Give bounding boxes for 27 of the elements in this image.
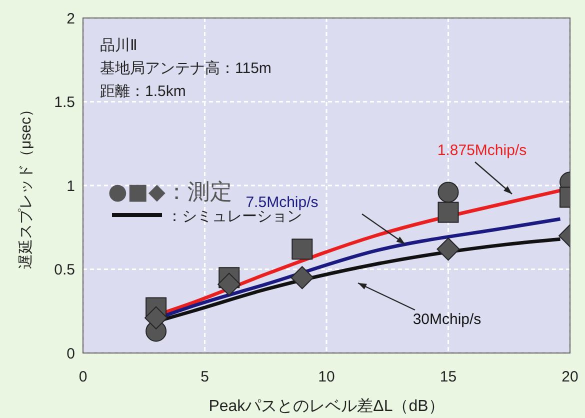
annotation: 距離：1.5km [100, 83, 186, 100]
annotation: 品川Ⅱ [100, 37, 138, 54]
point [144, 306, 168, 330]
x-tick-label: 5 [200, 368, 209, 386]
annotation: ：シミュレーション [167, 208, 302, 225]
point [290, 266, 314, 290]
y-tick-label: 0.5 [54, 262, 75, 279]
point [438, 202, 459, 223]
x-tick-label: 15 [440, 368, 457, 386]
x-tick-label: 20 [562, 368, 578, 386]
point [436, 238, 460, 261]
point [218, 272, 241, 296]
text: 7.5Mchip/s [246, 194, 318, 211]
y-tick-label: 2 [66, 10, 75, 28]
x-tick-label: 10 [318, 368, 335, 386]
y-tick-label: 0 [66, 345, 75, 362]
point [438, 182, 459, 203]
x-axis-title: Peakパスとのレベル差ΔL（dB） [208, 397, 444, 415]
text: 30Mchip/s [412, 311, 482, 328]
annotation: 基地局アンテナ高：115m [100, 60, 272, 77]
text: 1.875Mchip/s [437, 142, 527, 159]
x-tick-label: 0 [78, 368, 88, 386]
y-axis-title: 遅延スプレッド（μsec） [17, 102, 34, 269]
y-tick-label: 1 [66, 178, 75, 195]
annotation: ●■◆：測定 [108, 180, 232, 205]
point [292, 238, 313, 260]
y-tick-label: 1.5 [54, 94, 75, 112]
